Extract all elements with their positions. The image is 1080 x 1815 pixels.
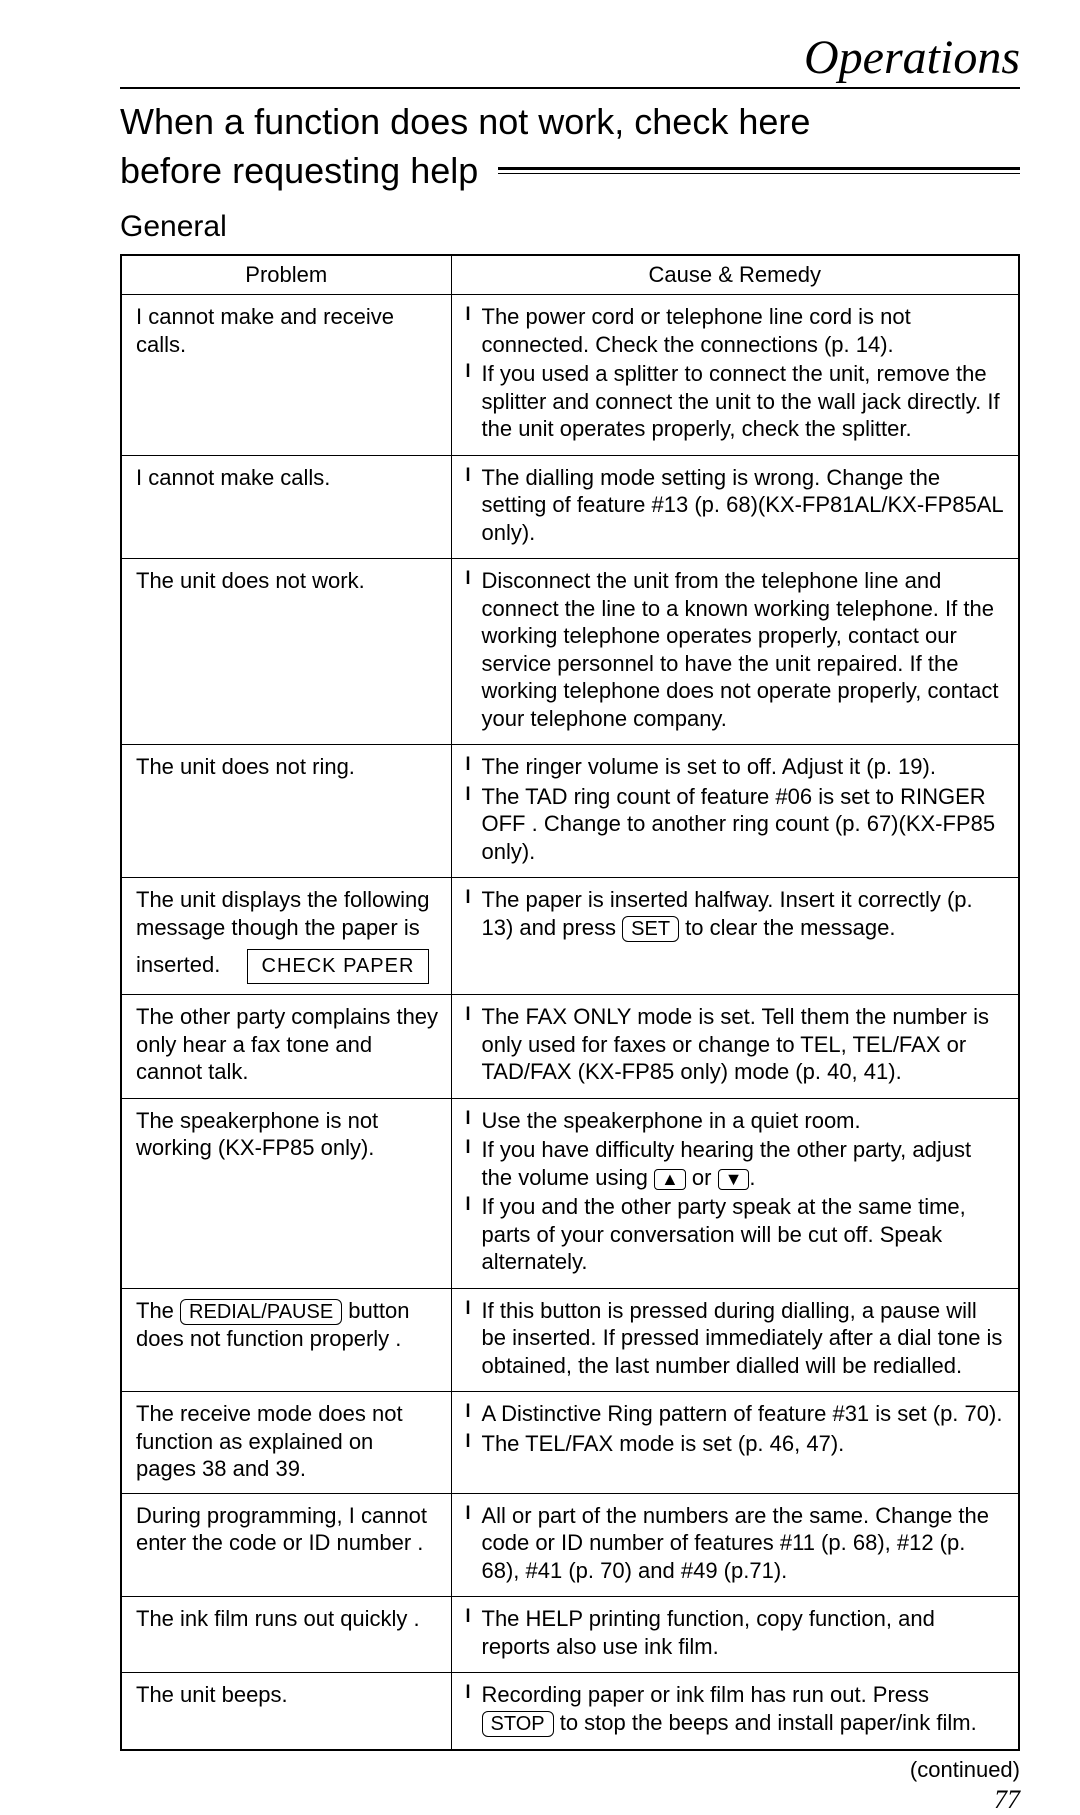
problem-cell: The other party complains they only hear… bbox=[121, 995, 451, 1099]
table-row: I cannot make and receive calls. The pow… bbox=[121, 295, 1019, 456]
remedy-item: The power cord or telephone line cord is… bbox=[466, 303, 1007, 358]
remedy-item: If you used a splitter to connect the un… bbox=[466, 360, 1007, 443]
problem-cell: The REDIAL/PAUSE button does not functio… bbox=[121, 1288, 451, 1392]
table-row: The ink film runs out quickly . The HELP… bbox=[121, 1597, 1019, 1673]
down-arrow-key: ▼ bbox=[718, 1169, 750, 1191]
problem-cell: The unit beeps. bbox=[121, 1673, 451, 1750]
remedy-item: All or part of the numbers are the same.… bbox=[466, 1502, 1007, 1585]
remedy-item: The paper is inserted halfway. Insert it… bbox=[466, 886, 1007, 942]
table-row: During programming, I cannot enter the c… bbox=[121, 1493, 1019, 1597]
remedy-cell: All or part of the numbers are the same.… bbox=[451, 1493, 1019, 1597]
remedy-cell: The FAX ONLY mode is set. Tell them the … bbox=[451, 995, 1019, 1099]
stop-key: STOP bbox=[482, 1711, 554, 1737]
remedy-item: A Distinctive Ring pattern of feature #3… bbox=[466, 1400, 1007, 1428]
problem-cell: The ink film runs out quickly . bbox=[121, 1597, 451, 1673]
table-row: The unit displays the following message … bbox=[121, 878, 1019, 995]
redial-pause-key: REDIAL/PAUSE bbox=[180, 1299, 342, 1325]
remedy-cell: If this button is pressed during diallin… bbox=[451, 1288, 1019, 1392]
remedy-item: The HELP printing function, copy functio… bbox=[466, 1605, 1007, 1660]
remedy-cell: Recording paper or ink film has run out.… bbox=[451, 1673, 1019, 1750]
remedy-item: The dialling mode setting is wrong. Chan… bbox=[466, 464, 1007, 547]
remedy-item: Recording paper or ink film has run out.… bbox=[466, 1681, 1007, 1737]
title-rule bbox=[120, 87, 1020, 89]
remedy-cell: The ringer volume is set to off. Adjust … bbox=[451, 745, 1019, 878]
remedy-item: The ringer volume is set to off. Adjust … bbox=[466, 753, 1007, 781]
problem-cell: The unit does not work. bbox=[121, 559, 451, 745]
remedy-cell: The paper is inserted halfway. Insert it… bbox=[451, 878, 1019, 995]
sub-heading: General bbox=[120, 210, 1020, 244]
remedy-cell: Use the speakerphone in a quiet room. If… bbox=[451, 1098, 1019, 1288]
continued-label: (continued) bbox=[120, 1757, 1020, 1783]
main-heading-line1: When a function does not work, check her… bbox=[120, 99, 1020, 144]
remedy-item: Use the speakerphone in a quiet room. bbox=[466, 1107, 1007, 1135]
table-row: The unit does not work. Disconnect the u… bbox=[121, 559, 1019, 745]
remedy-cell: Disconnect the unit from the telephone l… bbox=[451, 559, 1019, 745]
main-heading-line2: before requesting help bbox=[120, 150, 478, 192]
problem-cell: During programming, I cannot enter the c… bbox=[121, 1493, 451, 1597]
remedy-item: If this button is pressed during diallin… bbox=[466, 1297, 1007, 1380]
table-row: The receive mode does not function as ex… bbox=[121, 1392, 1019, 1494]
header-remedy: Cause & Remedy bbox=[451, 255, 1019, 295]
header-problem: Problem bbox=[121, 255, 451, 295]
problem-cell: I cannot make calls. bbox=[121, 455, 451, 559]
remedy-cell: The power cord or telephone line cord is… bbox=[451, 295, 1019, 456]
remedy-item: Disconnect the unit from the telephone l… bbox=[466, 567, 1007, 732]
remedy-item: The TEL/FAX mode is set (p. 46, 47). bbox=[466, 1430, 1007, 1458]
problem-cell: The unit displays the following message … bbox=[121, 878, 451, 995]
page-title: Operations bbox=[120, 30, 1020, 85]
up-arrow-key: ▲ bbox=[654, 1169, 686, 1191]
table-row: I cannot make calls. The dialling mode s… bbox=[121, 455, 1019, 559]
problem-cell: The receive mode does not function as ex… bbox=[121, 1392, 451, 1494]
problem-cell: The unit does not ring. bbox=[121, 745, 451, 878]
remedy-item: If you have difficulty hearing the other… bbox=[466, 1136, 1007, 1191]
table-row: The other party complains they only hear… bbox=[121, 995, 1019, 1099]
set-key: SET bbox=[622, 916, 679, 942]
check-paper-box: CHECK PAPER bbox=[247, 949, 430, 984]
table-row: The REDIAL/PAUSE button does not functio… bbox=[121, 1288, 1019, 1392]
problem-cell: The speakerphone is not working (KX-FP85… bbox=[121, 1098, 451, 1288]
remedy-cell: The dialling mode setting is wrong. Chan… bbox=[451, 455, 1019, 559]
page-number: 77 bbox=[120, 1785, 1020, 1815]
remedy-item: If you and the other party speak at the … bbox=[466, 1193, 1007, 1276]
double-rule bbox=[498, 167, 1020, 175]
table-row: The unit does not ring. The ringer volum… bbox=[121, 745, 1019, 878]
table-row: The unit beeps. Recording paper or ink f… bbox=[121, 1673, 1019, 1750]
remedy-cell: The HELP printing function, copy functio… bbox=[451, 1597, 1019, 1673]
remedy-item: The FAX ONLY mode is set. Tell them the … bbox=[466, 1003, 1007, 1086]
troubleshoot-table: Problem Cause & Remedy I cannot make and… bbox=[120, 254, 1020, 1751]
remedy-cell: A Distinctive Ring pattern of feature #3… bbox=[451, 1392, 1019, 1494]
table-row: The speakerphone is not working (KX-FP85… bbox=[121, 1098, 1019, 1288]
heading-row: before requesting help bbox=[120, 150, 1020, 192]
problem-cell: I cannot make and receive calls. bbox=[121, 295, 451, 456]
remedy-item: The TAD ring count of feature #06 is set… bbox=[466, 783, 1007, 866]
